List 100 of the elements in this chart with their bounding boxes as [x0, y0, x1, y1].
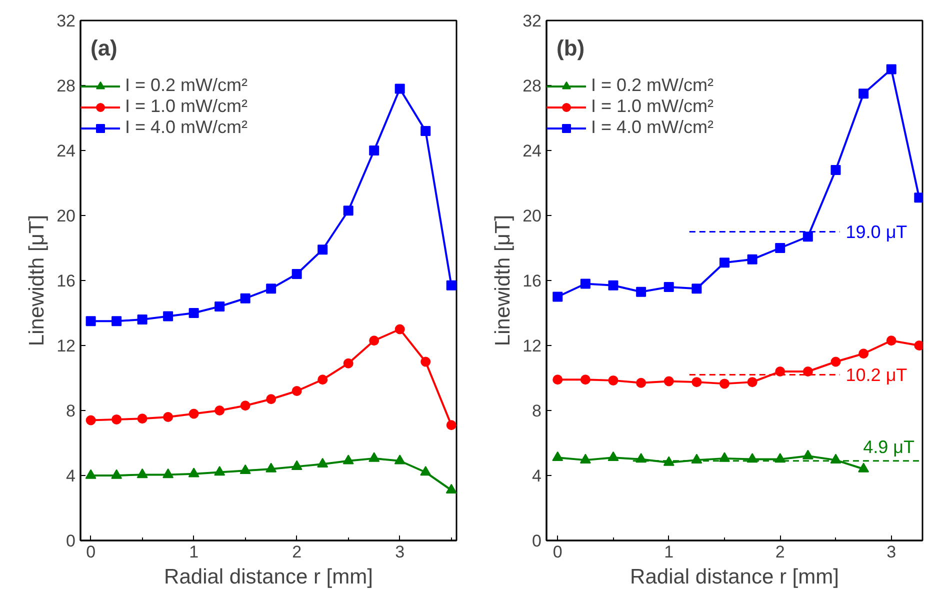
- point: [266, 394, 276, 404]
- point: [830, 165, 841, 175]
- point: [188, 468, 200, 478]
- text: (b): [556, 36, 585, 60]
- point: [266, 284, 276, 294]
- legend-label: I = 4.0 mW/cm²: [125, 117, 248, 138]
- point: [240, 293, 250, 304]
- point: [830, 356, 841, 367]
- point: [420, 126, 431, 136]
- point: [291, 460, 302, 470]
- y-tick-label: 20: [522, 206, 542, 226]
- legend-label: I = 1.0 mW/cm²: [125, 96, 248, 117]
- point: [112, 414, 122, 424]
- x-tick-label: 0: [552, 542, 562, 562]
- y-tick-label: 24: [56, 142, 76, 160]
- point: [446, 484, 456, 494]
- point: [608, 280, 618, 290]
- point: [266, 462, 277, 472]
- point: [342, 454, 354, 464]
- legend-label: I = 1.0 mW/cm²: [591, 96, 714, 117]
- y-tick-label: 12: [522, 336, 542, 356]
- point: [162, 468, 174, 478]
- point: [636, 286, 646, 297]
- y-tick-label: 16: [522, 272, 542, 290]
- text: (a): [90, 36, 118, 60]
- legend-label: I = 4.0 mW/cm²: [591, 117, 714, 138]
- point: [747, 377, 758, 388]
- x-tick-label: 2: [775, 542, 785, 562]
- point: [886, 336, 896, 346]
- point: [858, 88, 869, 99]
- point: [692, 284, 702, 294]
- point: [214, 406, 225, 416]
- point: [318, 374, 328, 385]
- point: [608, 375, 618, 386]
- y-tick-label: 20: [56, 206, 76, 226]
- point: [214, 302, 225, 312]
- point: [86, 415, 96, 426]
- point: [664, 376, 674, 386]
- y-tick-label: 28: [522, 76, 542, 96]
- point: [318, 244, 328, 255]
- y-tick-label: 4: [532, 466, 542, 486]
- point: [580, 374, 590, 385]
- point: [446, 420, 456, 430]
- point: [137, 314, 148, 324]
- point: [214, 466, 226, 476]
- point: [802, 232, 813, 242]
- point: [636, 378, 646, 388]
- point: [802, 450, 814, 460]
- y-tick-label: 32: [56, 12, 76, 30]
- y-tick-label: 16: [56, 272, 76, 290]
- point: [85, 469, 96, 479]
- point: [552, 374, 563, 385]
- x-tick-label: 2: [292, 542, 302, 562]
- y-tick-label: 28: [56, 76, 76, 96]
- x-axis-title: Radial distance r [mm]: [164, 566, 373, 588]
- ref-line-label: 19.0 μT: [846, 222, 908, 242]
- y-tick-label: 8: [66, 402, 76, 420]
- point: [343, 206, 354, 216]
- point: [858, 348, 869, 359]
- point: [369, 336, 380, 346]
- point: [369, 146, 380, 156]
- point: [420, 466, 432, 476]
- point: [552, 451, 564, 462]
- point: [86, 316, 96, 326]
- point: [608, 451, 619, 462]
- point: [163, 311, 174, 322]
- point: [136, 468, 148, 478]
- y-tick-label: 24: [522, 142, 542, 160]
- y-axis-title: Linewidth [μT]: [492, 214, 515, 346]
- ref-line-label: 10.2 μT: [846, 364, 908, 385]
- point: [664, 282, 674, 292]
- point: [240, 464, 251, 474]
- point: [692, 377, 702, 388]
- y-axis-title: Linewidth [μT]: [26, 214, 49, 346]
- point: [747, 254, 758, 264]
- y-tick-label: 8: [532, 402, 542, 420]
- x-tick-label: 0: [86, 542, 96, 562]
- point: [719, 378, 730, 389]
- x-tick-label: 1: [664, 542, 674, 562]
- point: [163, 412, 174, 422]
- point: [394, 454, 406, 464]
- y-tick-label: 12: [56, 336, 76, 356]
- legend-label: I = 0.2 mW/cm²: [591, 75, 714, 96]
- point: [446, 280, 456, 290]
- point: [112, 316, 122, 326]
- x-tick-label: 1: [189, 542, 199, 562]
- point: [719, 258, 730, 268]
- ref-line-label: 4.9 μT: [863, 436, 915, 457]
- point: [394, 324, 405, 334]
- point: [317, 458, 328, 468]
- point: [394, 84, 405, 94]
- point: [552, 292, 563, 302]
- point: [188, 408, 199, 419]
- point: [368, 452, 380, 462]
- point: [775, 243, 786, 253]
- point: [580, 454, 591, 464]
- point: [137, 414, 148, 424]
- x-tick-label: 3: [395, 542, 405, 562]
- x-axis-title: Radial distance r [mm]: [630, 566, 839, 588]
- y-tick-label: 4: [66, 466, 76, 486]
